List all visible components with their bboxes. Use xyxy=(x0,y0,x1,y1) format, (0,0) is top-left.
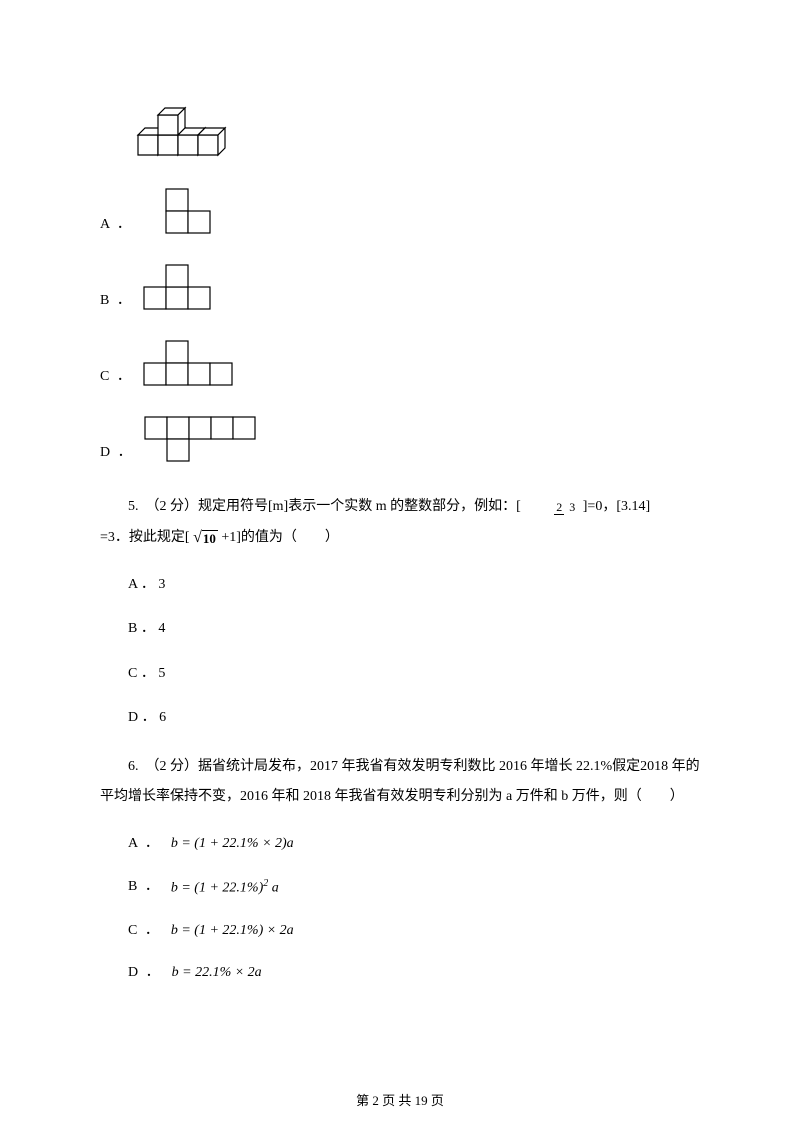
cube3d-svg xyxy=(128,80,248,160)
sqrt: √ 10 xyxy=(193,530,218,547)
grid-d xyxy=(144,416,258,464)
grid-c xyxy=(143,340,235,388)
q4-figure xyxy=(128,80,700,168)
q5-option-b: B ． 4 xyxy=(128,618,700,640)
fraction: 2 3 xyxy=(526,501,577,513)
q6-option-c: C ． b = (1 + 22.1%) × 2a xyxy=(128,920,700,942)
page-footer: 第 2 页 共 19 页 xyxy=(0,1091,800,1112)
q5-option-c: C ． 5 xyxy=(128,663,700,685)
q6-option-a: A ． b = (1 + 22.1% × 2)a xyxy=(128,833,700,855)
q5-text-c: =3．按此规定[ xyxy=(100,530,190,545)
q5-option-d: D ． 6 xyxy=(128,707,700,729)
option-label: B ． xyxy=(100,290,133,312)
formula: b = 22.1% × 2a xyxy=(172,962,262,984)
q6-option-b: B ． b = (1 + 22.1%)2 a xyxy=(128,876,700,900)
q5-option-a: A ． 3 xyxy=(128,574,700,596)
option-label: C ． xyxy=(100,366,133,388)
q4-option-b: B ． xyxy=(100,264,700,312)
grid-a xyxy=(143,188,213,236)
q5-text-a: 5. （2 分）规定用符号[m]表示一个实数 m 的整数部分，例如：[ xyxy=(128,499,521,514)
q6: 6. （2 分）据省统计局发布，2017 年我省有效发明专利数比 2016 年增… xyxy=(100,752,700,814)
formula: b = (1 + 22.1%)2 a xyxy=(171,876,279,900)
q5-text-b: ]=0，[3.14] xyxy=(583,499,650,514)
q4-option-d: D ． xyxy=(100,416,700,464)
formula: b = (1 + 22.1% × 2)a xyxy=(171,833,294,855)
q5-text-d: +1]的值为（ ） xyxy=(221,530,339,545)
q6-option-d: D ． b = 22.1% × 2a xyxy=(128,962,700,984)
q5: 5. （2 分）规定用符号[m]表示一个实数 m 的整数部分，例如：[ 2 3 … xyxy=(100,492,700,554)
formula: b = (1 + 22.1%) × 2a xyxy=(171,920,294,942)
q4-option-a: A ． xyxy=(100,188,700,236)
grid-b xyxy=(143,264,213,312)
option-label: D ． xyxy=(100,442,134,464)
option-label: A ． xyxy=(100,214,133,236)
q4-option-c: C ． xyxy=(100,340,700,388)
